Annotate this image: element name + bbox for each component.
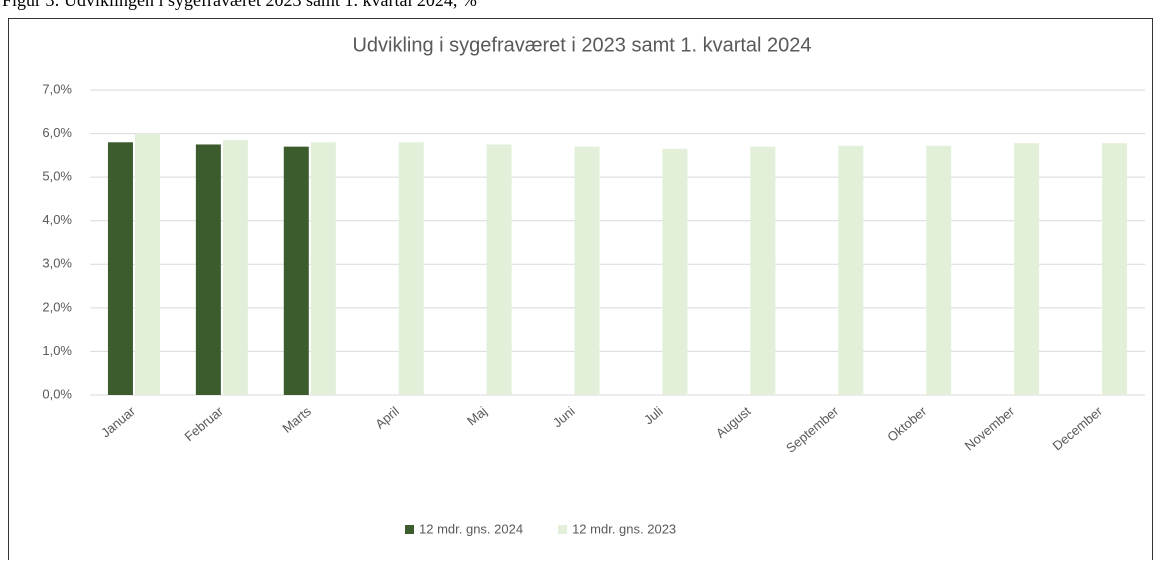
bar [662, 148, 688, 395]
y-tick-label: 2,0% [42, 299, 72, 314]
bar [398, 142, 424, 395]
bar [107, 142, 133, 395]
bar [838, 145, 864, 395]
legend-swatch [558, 525, 568, 534]
bar [310, 142, 336, 395]
caption: Figur 3: Udviklingen i sygefraværet 2023… [2, 0, 477, 10]
bar [1102, 143, 1128, 395]
bar [222, 140, 248, 395]
bar [134, 133, 160, 396]
legend-label: 12 mdr. gns. 2024 [419, 521, 523, 536]
bar [486, 144, 512, 395]
bar [195, 144, 221, 395]
chart-title: Udvikling i sygefraværet i 2023 samt 1. … [352, 34, 811, 56]
bar [1014, 143, 1040, 395]
legend-label: 12 mdr. gns. 2023 [572, 521, 676, 536]
bar [574, 146, 600, 395]
bar [750, 146, 776, 395]
bar [283, 146, 309, 395]
legend-swatch [405, 525, 414, 534]
y-tick-label: 3,0% [42, 256, 72, 271]
y-tick-label: 4,0% [42, 212, 72, 227]
y-tick-label: 1,0% [42, 343, 72, 358]
bar [926, 145, 952, 395]
y-tick-label: 6,0% [42, 125, 72, 140]
y-tick-label: 5,0% [42, 169, 72, 184]
y-tick-label: 7,0% [42, 81, 72, 96]
y-tick-label: 0,0% [42, 386, 72, 401]
